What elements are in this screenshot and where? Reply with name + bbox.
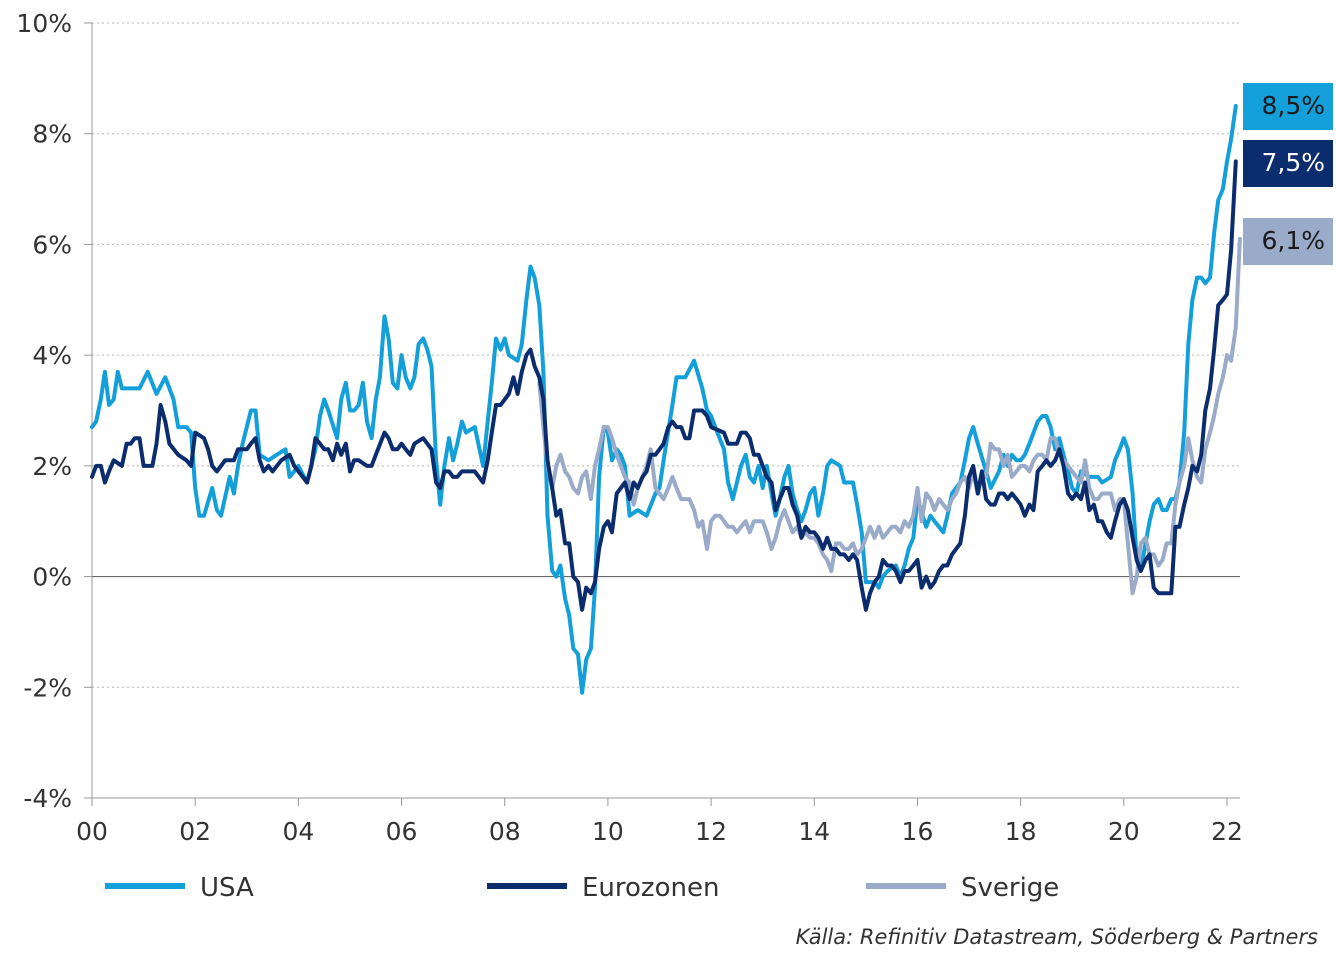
series-line-eurozonen	[90, 159, 1238, 612]
end-label-eurozonen: 7,5%	[1243, 140, 1333, 187]
legend-item-sverige: Sverige	[866, 873, 1059, 903]
source-note: Källa: Refinitiv Datastream, Söderberg &…	[796, 925, 1318, 949]
end-label-box	[1243, 83, 1333, 130]
end-label-value: 8,5%	[1261, 91, 1325, 120]
series-lines	[90, 104, 1242, 695]
legend-item-usa: USA	[105, 873, 254, 903]
x-tick-label: 12	[695, 817, 727, 846]
legend-label: Eurozonen	[582, 873, 719, 903]
x-tick-label: 04	[282, 817, 314, 846]
x-tick-label: 06	[386, 817, 418, 846]
y-tick-label: -4%	[23, 784, 72, 813]
end-label-value: 7,5%	[1261, 148, 1325, 177]
x-tick-label: 18	[1005, 817, 1037, 846]
end-label-box	[1243, 218, 1333, 265]
end-label-sverige: 6,1%	[1243, 218, 1333, 265]
x-tick-label: 22	[1211, 817, 1243, 846]
x-tick-label: 20	[1108, 817, 1140, 846]
y-tick-label: 2%	[32, 452, 72, 481]
x-tick-label: 14	[798, 817, 830, 846]
axes: 10% 8% 6% 4% 2% 0% -2% -4%00 02 04 06 08 10 12 14 16 18 2…	[16, 9, 1242, 846]
end-label-usa: 8,5%	[1243, 83, 1333, 130]
x-tick-label: 16	[902, 817, 934, 846]
y-tick-label: 6%	[32, 230, 72, 259]
y-tick-label: 4%	[32, 341, 72, 370]
y-tick-label: 0%	[32, 563, 72, 592]
legend-label: USA	[200, 873, 254, 903]
end-label-box	[1243, 140, 1333, 187]
legend: USA Eurozonen Sverige	[105, 873, 1059, 903]
y-tick-label: -2%	[23, 673, 72, 702]
x-tick-label: 10	[592, 817, 624, 846]
x-tick-label: 08	[489, 817, 521, 846]
legend-item-eurozonen: Eurozonen	[487, 873, 719, 903]
end-labels: 8,5% 7,5% 6,1%	[1243, 83, 1333, 265]
end-label-value: 6,1%	[1261, 226, 1325, 255]
grid-lines	[92, 22, 1240, 688]
y-tick-label: 10%	[16, 9, 72, 38]
x-tick-label: 00	[76, 817, 108, 846]
x-tick-label: 02	[179, 817, 211, 846]
legend-label: Sverige	[961, 873, 1059, 903]
series-line-usa	[90, 104, 1238, 695]
y-tick-label: 8%	[32, 120, 72, 149]
